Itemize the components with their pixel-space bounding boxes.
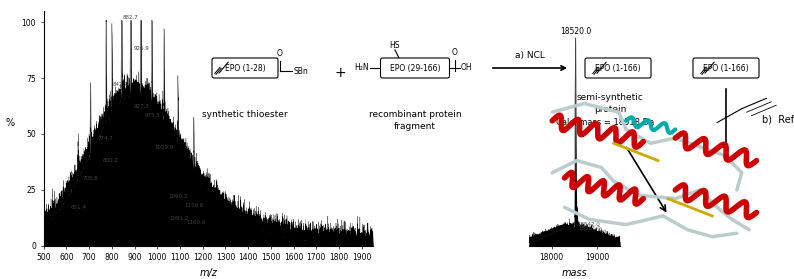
Text: synthetic thioester: synthetic thioester	[202, 110, 287, 119]
Text: 1091.2: 1091.2	[170, 216, 189, 221]
Text: 651.4: 651.4	[70, 205, 86, 210]
Text: O: O	[277, 49, 283, 58]
Text: recombinant protein
fragment: recombinant protein fragment	[368, 110, 461, 131]
X-axis label: m/z: m/z	[199, 268, 218, 278]
Y-axis label: %: %	[6, 118, 15, 128]
Text: 18561.0: 18561.0	[578, 226, 601, 231]
Text: a) NCL: a) NCL	[515, 51, 545, 60]
FancyBboxPatch shape	[380, 58, 449, 78]
Text: 1090.3: 1090.3	[168, 194, 187, 199]
Text: EPO (1-166): EPO (1-166)	[596, 64, 641, 73]
Text: EPO (29-166): EPO (29-166)	[390, 64, 440, 73]
Text: H₂N: H₂N	[354, 64, 369, 73]
FancyBboxPatch shape	[585, 58, 651, 78]
X-axis label: mass: mass	[561, 268, 588, 278]
Text: 18542.0: 18542.0	[577, 222, 600, 227]
Text: OH: OH	[461, 64, 472, 73]
Text: Calc. mass = 18518 Da: Calc. mass = 18518 Da	[556, 118, 654, 127]
Text: 1160.0: 1160.0	[186, 220, 205, 225]
FancyBboxPatch shape	[693, 58, 759, 78]
Text: O: O	[452, 48, 458, 57]
Text: 1159.6: 1159.6	[184, 203, 203, 208]
Text: 975.5: 975.5	[145, 113, 160, 118]
Text: +: +	[334, 66, 346, 80]
FancyBboxPatch shape	[212, 58, 278, 78]
Text: 927.3: 927.3	[134, 104, 150, 109]
Text: 882.7: 882.7	[122, 15, 138, 20]
Text: 18520.0: 18520.0	[560, 27, 591, 36]
Text: 800.2: 800.2	[103, 158, 118, 163]
Text: 926.9: 926.9	[133, 46, 149, 51]
Text: 1029.9: 1029.9	[155, 145, 174, 150]
Text: 842.9: 842.9	[113, 82, 129, 87]
Text: 774.7: 774.7	[98, 136, 114, 141]
Text: 705.8: 705.8	[83, 176, 98, 181]
Text: EPO (1-28): EPO (1-28)	[225, 64, 265, 73]
Text: HS: HS	[390, 42, 400, 50]
Text: EPO (1-166): EPO (1-166)	[703, 64, 749, 73]
Text: SBn: SBn	[293, 66, 308, 76]
Text: semi-synthetic
protein: semi-synthetic protein	[576, 93, 643, 114]
Text: b)  Refold: b) Refold	[762, 115, 794, 125]
